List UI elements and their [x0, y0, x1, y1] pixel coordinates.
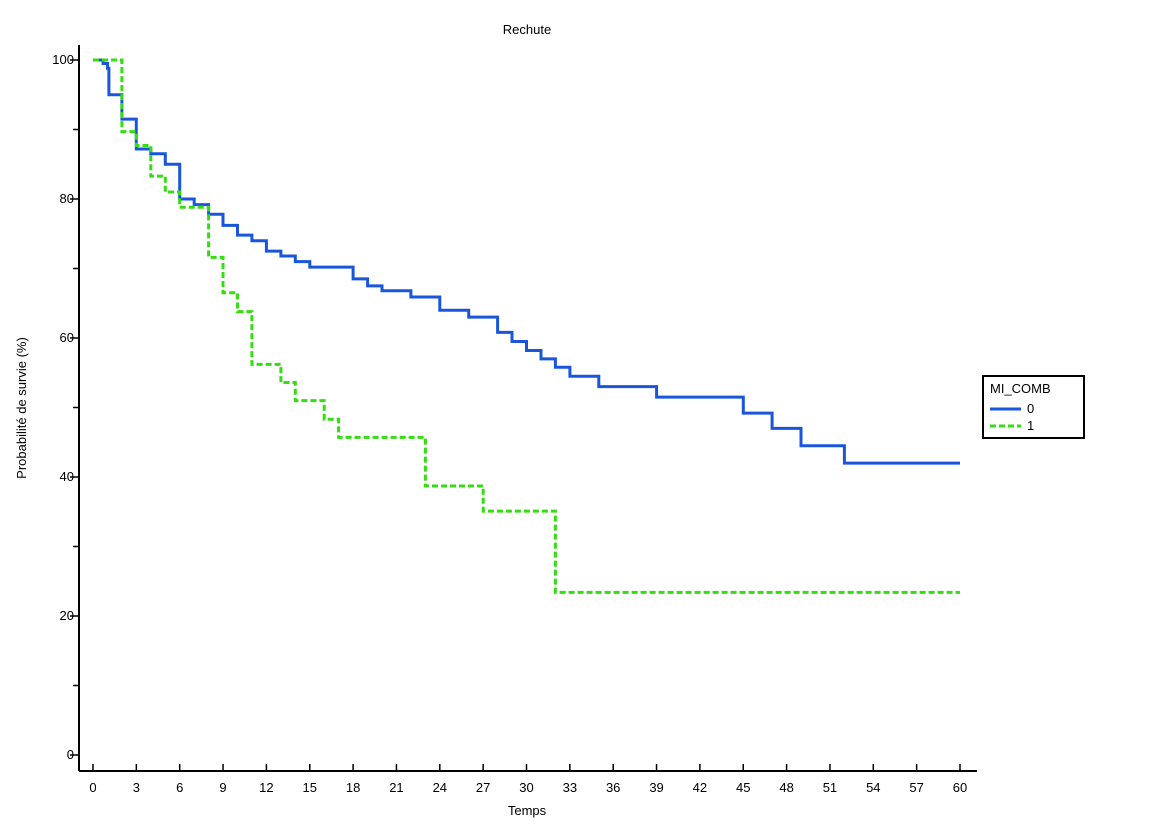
series-line-1 — [93, 58, 960, 594]
x-tick-label: 51 — [823, 780, 837, 795]
x-tick-label: 36 — [606, 780, 620, 795]
x-tick-label: 39 — [649, 780, 663, 795]
y-tick-label: 0 — [67, 747, 74, 762]
x-tick-label: 27 — [476, 780, 490, 795]
x-tick-label: 9 — [219, 780, 226, 795]
series-line-0 — [93, 58, 960, 465]
y-tick-label: 60 — [60, 330, 74, 345]
x-tick-label: 24 — [433, 780, 447, 795]
x-axis-title: Temps — [508, 803, 547, 818]
x-tick-label: 12 — [259, 780, 273, 795]
chart-title: Rechute — [503, 22, 551, 37]
legend-title: MI_COMB — [990, 381, 1051, 396]
x-tick-label: 18 — [346, 780, 360, 795]
x-tick-label: 21 — [389, 780, 403, 795]
legend: MI_COMB 0 1 — [982, 375, 1085, 439]
x-axis-ticks: 0 3 6 9 12 15 18 21 24 27 30 33 36 39 42 45 48 51 54 57 60 — [89, 764, 967, 795]
x-tick-label: 0 — [89, 780, 96, 795]
y-axis-title: Probabilité de survie (%) — [14, 337, 29, 479]
x-tick-label: 6 — [176, 780, 183, 795]
x-tick-label: 42 — [693, 780, 707, 795]
legend-label-series-0: 0 — [1027, 401, 1034, 416]
x-tick-label: 60 — [953, 780, 967, 795]
x-tick-label: 48 — [779, 780, 793, 795]
y-tick-label: 80 — [60, 191, 74, 206]
x-tick-label: 54 — [866, 780, 880, 795]
x-tick-label: 30 — [519, 780, 533, 795]
x-tick-label: 45 — [736, 780, 750, 795]
y-tick-label: 20 — [60, 608, 74, 623]
series-layer — [93, 58, 960, 594]
x-tick-label: 57 — [909, 780, 923, 795]
legend-box — [982, 375, 1085, 439]
y-tick-label: 40 — [60, 469, 74, 484]
x-tick-label: 3 — [133, 780, 140, 795]
y-axis-ticks: 0 20 40 60 80 100 — [52, 52, 79, 762]
x-tick-label: 33 — [563, 780, 577, 795]
legend-label-series-1: 1 — [1027, 418, 1034, 433]
y-tick-label: 100 — [52, 52, 74, 67]
x-tick-label: 15 — [303, 780, 317, 795]
